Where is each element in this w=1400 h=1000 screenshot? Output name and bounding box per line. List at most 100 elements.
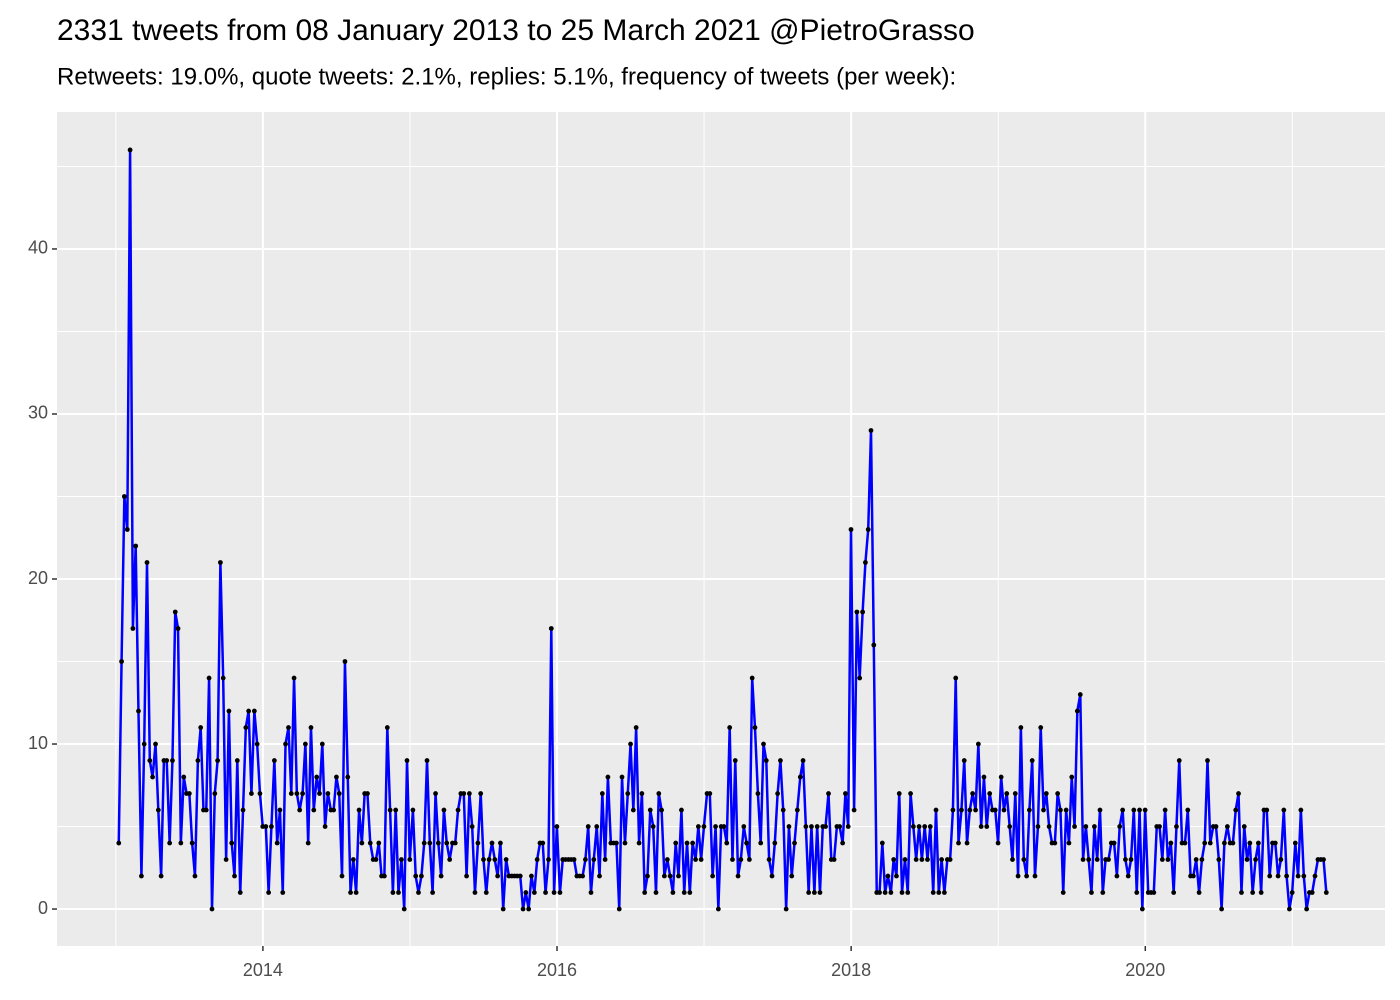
data-point — [630, 807, 636, 813]
data-point — [735, 873, 741, 879]
data-point — [1205, 758, 1210, 763]
data-point — [1196, 890, 1202, 895]
data-point — [534, 857, 540, 862]
data-point — [1287, 906, 1292, 912]
data-point — [899, 890, 905, 895]
data-point — [653, 890, 659, 895]
data-point — [913, 857, 919, 862]
data-point — [407, 857, 413, 862]
data-point — [1230, 840, 1236, 846]
data-point — [217, 560, 223, 565]
data-point — [684, 840, 690, 846]
data-point — [237, 890, 243, 895]
data-point — [1323, 890, 1329, 895]
data-point — [622, 840, 628, 846]
data-point — [325, 791, 331, 796]
data-point — [811, 890, 817, 895]
data-point — [153, 741, 158, 747]
data-point — [628, 741, 633, 747]
data-point — [724, 840, 730, 846]
data-point — [557, 890, 563, 895]
data-point — [1244, 857, 1250, 862]
data-point — [695, 824, 701, 829]
data-point — [1207, 840, 1213, 846]
data-point — [331, 807, 337, 813]
data-point — [1292, 840, 1298, 846]
data-point — [817, 890, 823, 895]
data-point — [732, 758, 738, 763]
data-point — [987, 791, 993, 796]
data-point — [1063, 807, 1069, 813]
data-point — [215, 758, 220, 763]
data-point — [710, 873, 716, 879]
data-point — [930, 890, 936, 895]
data-point — [763, 758, 769, 763]
data-point — [854, 609, 860, 615]
data-point — [953, 675, 959, 681]
data-point — [314, 774, 320, 780]
data-point — [772, 840, 778, 846]
data-point — [251, 708, 257, 714]
data-point — [438, 873, 444, 879]
data-point — [656, 791, 662, 796]
data-point — [698, 857, 704, 862]
data-point — [481, 857, 486, 862]
data-point — [1001, 807, 1007, 813]
data-point — [843, 791, 848, 796]
plot-panel — [57, 112, 1385, 946]
data-point — [1055, 791, 1061, 796]
data-point — [1043, 791, 1049, 796]
data-point — [209, 906, 215, 912]
data-point — [860, 609, 866, 615]
data-point — [121, 494, 127, 499]
data-point — [1239, 890, 1244, 895]
data-point — [981, 774, 987, 780]
data-point — [1015, 873, 1021, 879]
data-point — [1250, 890, 1256, 895]
data-point — [910, 824, 916, 829]
data-point — [1094, 857, 1100, 862]
data-point — [353, 890, 359, 895]
data-point — [1275, 873, 1281, 879]
data-point — [489, 840, 495, 846]
data-point — [633, 725, 639, 730]
data-point — [1080, 857, 1086, 862]
data-point — [1139, 906, 1145, 912]
data-point — [500, 906, 506, 912]
data-point — [1010, 857, 1015, 862]
data-point — [130, 626, 136, 631]
data-point — [882, 890, 888, 895]
data-point — [1083, 824, 1089, 829]
data-point — [1157, 824, 1162, 829]
data-point — [421, 840, 427, 846]
data-point — [317, 791, 322, 796]
data-point — [916, 824, 922, 829]
data-point — [178, 840, 184, 846]
data-point — [721, 824, 727, 829]
data-point — [585, 824, 591, 829]
data-point — [280, 890, 286, 895]
data-point — [1165, 857, 1171, 862]
data-point — [950, 807, 956, 813]
data-point — [548, 626, 554, 631]
data-point — [220, 675, 226, 681]
data-point — [543, 890, 548, 895]
data-point — [597, 873, 602, 879]
data-point — [1114, 873, 1120, 879]
data-point — [189, 840, 195, 846]
data-point — [286, 725, 291, 730]
data-point — [809, 824, 814, 829]
data-point — [517, 873, 523, 879]
data-point — [345, 774, 351, 780]
data-point — [1176, 758, 1182, 763]
data-point — [978, 824, 984, 829]
data-point — [995, 840, 1001, 846]
data-point — [427, 840, 433, 846]
data-point — [1281, 807, 1287, 813]
data-point — [124, 527, 130, 532]
data-point — [1097, 807, 1103, 813]
data-point — [814, 824, 820, 829]
data-point — [167, 840, 173, 846]
data-point — [526, 906, 532, 912]
